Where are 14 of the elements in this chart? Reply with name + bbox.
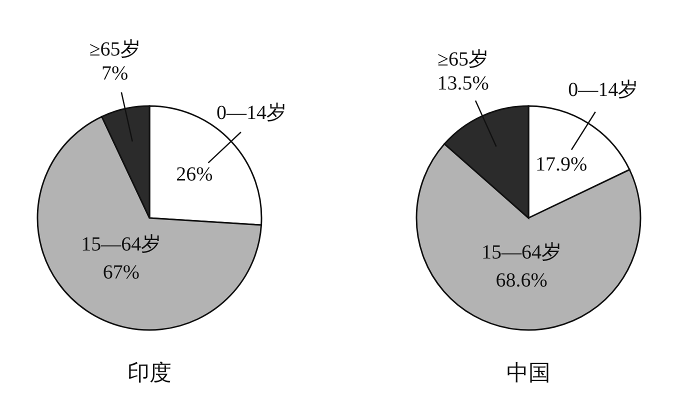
slice-label: 15—64岁 — [81, 233, 162, 256]
data-label: 7% — [101, 62, 128, 84]
slice-label: 0—14岁 — [568, 79, 638, 102]
text: 印度 — [128, 360, 172, 386]
slice-label: ≥65岁 — [438, 48, 489, 71]
data-label: 67% — [102, 261, 140, 284]
text: 中国 — [506, 360, 550, 386]
data-label: 26% — [176, 163, 213, 186]
slice-label: ≥65岁 — [89, 38, 140, 60]
data-label: 13.5% — [437, 72, 489, 95]
data-label: 17.9% — [536, 153, 588, 176]
data-label: 68.6% — [496, 270, 548, 292]
slice-label: 15—64岁 — [482, 242, 562, 264]
slice-label: 0—14岁 — [216, 102, 287, 124]
